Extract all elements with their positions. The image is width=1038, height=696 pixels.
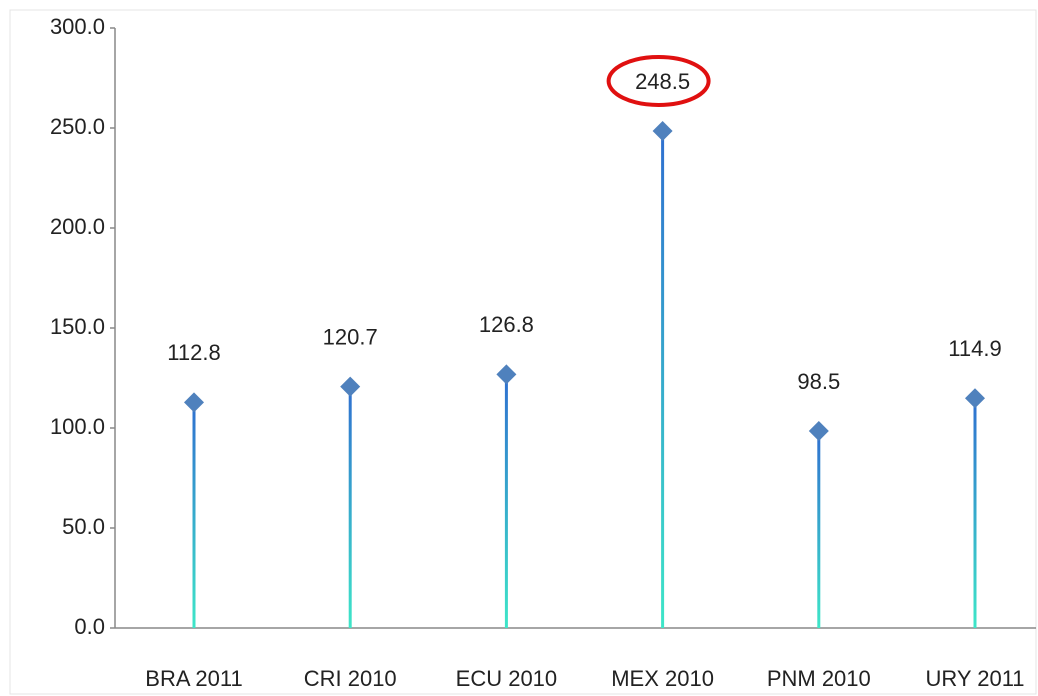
marker [652,121,673,141]
marker [184,392,204,413]
y-tick-label: 300.0 [50,14,105,39]
x-tick-label: URY 2011 [925,666,1024,691]
y-tick-label: 200.0 [50,214,105,239]
marker [965,388,985,409]
value-label: 120.7 [323,324,378,349]
value-label: 98.5 [797,369,840,394]
stem [973,398,977,628]
x-tick-label: CRI 2010 [304,666,397,691]
stem [504,374,508,628]
highlight-ellipse [606,55,711,107]
stem [348,386,352,628]
y-tick-label: 250.0 [50,114,105,139]
marker [808,421,829,441]
value-label: 114.9 [948,336,1001,361]
chart-border [9,9,1037,695]
marker [340,376,361,397]
stem [817,431,821,628]
y-tick-label: 50.0 [62,514,105,539]
x-tick-label: BRA 2011 [145,666,242,691]
x-tick-label: PNM 2010 [767,666,871,691]
value-label: 112.8 [167,340,220,365]
value-label: 126.8 [479,312,534,337]
x-tick-label: MEX 2010 [611,666,714,691]
y-tick-label: 100.0 [50,414,105,439]
y-tick-label: 0.0 [74,614,105,639]
y-tick-label: 150.0 [50,314,105,339]
marker [496,364,517,385]
x-tick-label: ECU 2010 [456,666,558,691]
stem [661,131,665,628]
stem [192,402,196,628]
value-label: 248.5 [635,69,690,94]
